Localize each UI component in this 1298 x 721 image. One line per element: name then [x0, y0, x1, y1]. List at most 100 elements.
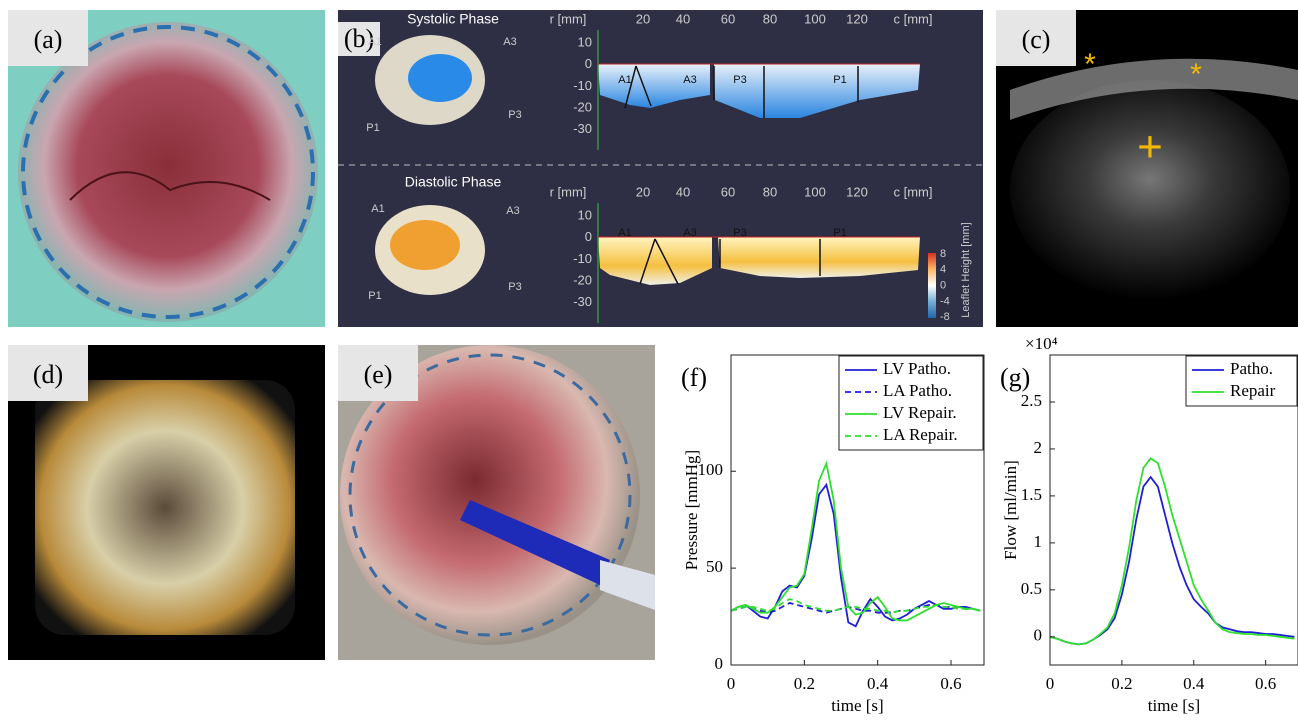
colorbar-tick-label: 0 — [940, 280, 946, 292]
x-tick-label: 80 — [763, 11, 777, 26]
axis-label: r [mm] — [550, 184, 587, 199]
x-tick-label: 120 — [846, 11, 868, 26]
legend-label: LV Repair. — [883, 403, 957, 422]
render-3d-surface — [35, 380, 295, 635]
y-tick-label: 0 — [715, 654, 724, 673]
valve-label: P3 — [508, 109, 521, 121]
y-tick-label: 100 — [698, 460, 724, 479]
y-tick-label: 0 — [585, 56, 592, 71]
axis-label: c [mm] — [894, 11, 933, 26]
valve-label: A3 — [506, 205, 519, 217]
axis-label: c [mm] — [894, 184, 933, 199]
colorbar-tick-label: 8 — [940, 248, 946, 260]
legend-label: Patho. — [1230, 359, 1273, 378]
series-line — [1050, 458, 1294, 644]
valve-label: A1 — [368, 36, 381, 48]
valve-label: A1 — [371, 203, 384, 215]
y-tick-label: 50 — [706, 557, 723, 576]
x-tick-label: 0 — [727, 674, 736, 693]
panel-label: (g) — [1000, 363, 1030, 392]
ultrasound-echo — [1010, 80, 1290, 300]
y-tick-label: -30 — [573, 294, 592, 309]
panel-label: (a) — [34, 25, 63, 54]
page: { "panels": {"a": "(a)", "c": "(c)", "d"… — [0, 0, 1298, 716]
marker: * — [1084, 48, 1096, 81]
segment-label: P1 — [833, 74, 846, 86]
figure: (a) (b) (c) * * + (d) (e) Systolic Phase… — [0, 0, 1298, 716]
legend-label: Repair — [1230, 381, 1276, 400]
legend-label: LA Patho. — [883, 381, 952, 400]
colorbar-tick-label: -8 — [940, 311, 950, 323]
legend-label: LA Repair. — [883, 425, 958, 444]
y-tick-label: -10 — [573, 251, 592, 266]
y-tick-label: 0.5 — [1021, 579, 1042, 598]
y-tick-label: 2.5 — [1021, 391, 1042, 410]
panel-label: (e) — [364, 360, 393, 389]
panel-label: (f) — [681, 363, 707, 392]
segment-label: P1 — [833, 227, 846, 239]
valve-label: P1 — [366, 122, 379, 134]
y-tick-label: -20 — [573, 100, 592, 115]
marker: * — [1190, 58, 1202, 91]
x-axis-label: time [s] — [831, 696, 883, 715]
y-tick-label: -20 — [573, 273, 592, 288]
series-line — [731, 599, 980, 613]
series-line — [731, 464, 980, 621]
x-axis-label: time [s] — [1148, 696, 1200, 715]
valve-3d-height — [390, 220, 460, 270]
phase-title: Systolic Phase — [407, 11, 499, 27]
segment-label: A1 — [618, 74, 631, 86]
x-tick-label: 0.4 — [867, 674, 889, 693]
panel-label: (d) — [33, 360, 63, 389]
x-tick-label: 0.4 — [1183, 674, 1205, 693]
x-tick-label: 0.2 — [1111, 674, 1132, 693]
colorbar-label: Leaflet Height [mm] — [960, 222, 972, 317]
legend-label: LV Patho. — [883, 359, 951, 378]
valve-label: P3 — [508, 281, 521, 293]
colorbar — [928, 253, 936, 318]
axis-label: r [mm] — [550, 11, 587, 26]
segment-label: A3 — [683, 74, 696, 86]
y-tick-label: 10 — [578, 207, 592, 222]
marker: + — [1137, 123, 1163, 172]
y-axis-label: Pressure [mmHg] — [682, 450, 701, 570]
y-tick-label: 0 — [1034, 626, 1043, 645]
segment-label: A3 — [683, 227, 696, 239]
y-tick-label: 2 — [1034, 438, 1043, 457]
segment-label: P3 — [733, 74, 746, 86]
valve-3d-height — [408, 54, 472, 102]
x-tick-label: 0.6 — [1255, 674, 1276, 693]
y-multiplier: ×10⁴ — [1025, 334, 1058, 353]
y-tick-label: 0 — [585, 229, 592, 244]
colorbar-tick-label: 4 — [940, 264, 946, 276]
segment-label: A1 — [618, 227, 631, 239]
phase-title: Diastolic Phase — [405, 174, 502, 190]
panel-label: (c) — [1022, 25, 1051, 54]
valve-label: P1 — [368, 290, 381, 302]
y-tick-label: 1.5 — [1021, 485, 1042, 504]
x-tick-label: 0.6 — [940, 674, 961, 693]
x-tick-label: 60 — [721, 184, 735, 199]
x-tick-label: 100 — [804, 184, 826, 199]
x-tick-label: 80 — [763, 184, 777, 199]
y-tick-label: 1 — [1034, 532, 1043, 551]
valve-label: A3 — [503, 36, 516, 48]
series-line — [1050, 477, 1294, 644]
x-tick-label: 0.2 — [794, 674, 815, 693]
y-tick-label: -10 — [573, 78, 592, 93]
x-tick-label: 40 — [676, 184, 690, 199]
series-line — [731, 485, 980, 626]
leaflet-surface — [718, 237, 920, 278]
x-tick-label: 60 — [721, 11, 735, 26]
x-tick-label: 20 — [636, 11, 650, 26]
x-tick-label: 40 — [676, 11, 690, 26]
y-axis-label: Flow [ml/min] — [1001, 460, 1020, 560]
y-tick-label: -30 — [573, 121, 592, 136]
x-tick-label: 120 — [846, 184, 868, 199]
valve-photo — [18, 22, 318, 322]
segment-label: P3 — [733, 227, 746, 239]
x-tick-label: 20 — [636, 184, 650, 199]
x-tick-label: 0 — [1046, 674, 1055, 693]
x-tick-label: 100 — [804, 11, 826, 26]
colorbar-tick-label: -4 — [940, 295, 950, 307]
